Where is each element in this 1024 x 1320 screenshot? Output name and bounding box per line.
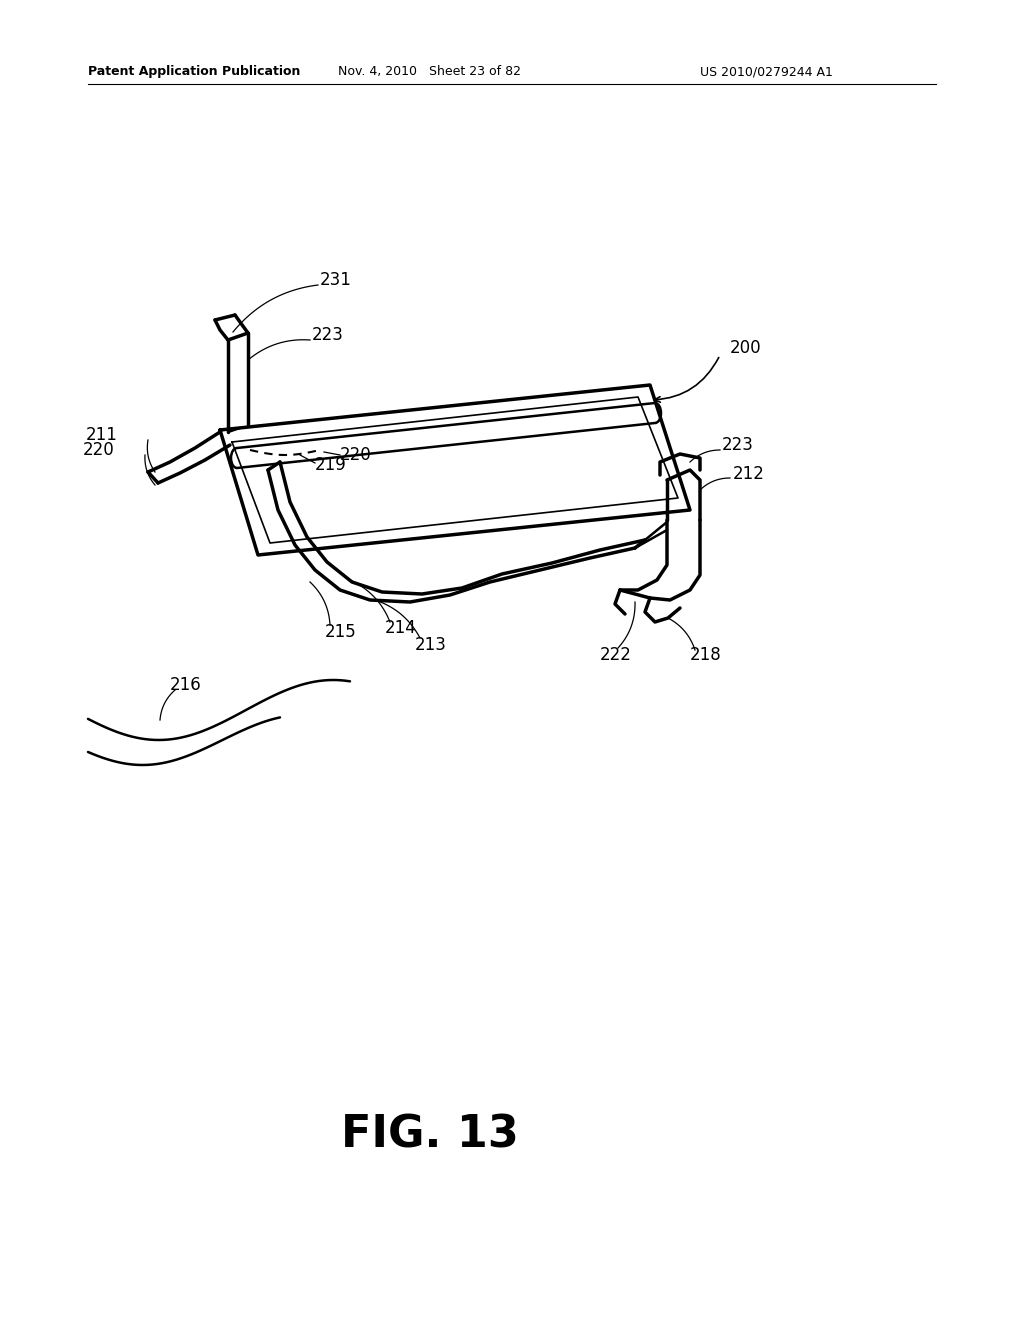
Text: 213: 213 — [415, 636, 446, 653]
Text: 220: 220 — [83, 441, 115, 459]
Text: 215: 215 — [325, 623, 356, 642]
Text: US 2010/0279244 A1: US 2010/0279244 A1 — [700, 66, 833, 78]
Text: 222: 222 — [600, 645, 632, 664]
Text: 212: 212 — [733, 465, 765, 483]
Text: FIG. 13: FIG. 13 — [341, 1114, 519, 1156]
Text: 223: 223 — [312, 326, 344, 345]
Text: 220: 220 — [340, 446, 372, 465]
Text: Patent Application Publication: Patent Application Publication — [88, 66, 300, 78]
Text: 223: 223 — [722, 436, 754, 454]
Text: 231: 231 — [319, 271, 352, 289]
Text: 211: 211 — [86, 426, 118, 444]
Text: 218: 218 — [690, 645, 722, 664]
Text: 214: 214 — [385, 619, 417, 638]
Text: 219: 219 — [315, 455, 347, 474]
Text: Nov. 4, 2010   Sheet 23 of 82: Nov. 4, 2010 Sheet 23 of 82 — [339, 66, 521, 78]
Text: 200: 200 — [730, 339, 762, 356]
Text: 216: 216 — [170, 676, 202, 694]
